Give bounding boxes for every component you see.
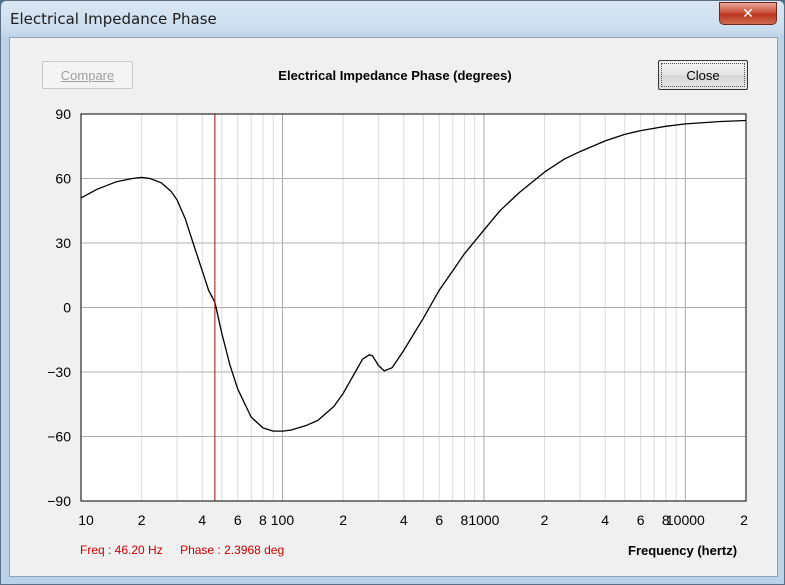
- x-tick-label: 100: [271, 512, 295, 528]
- x-tick-label: 6: [435, 512, 443, 528]
- y-tick-label: 60: [55, 171, 71, 187]
- y-tick-label: 0: [63, 300, 71, 316]
- frequency-readout: Freq : 46.20 Hz: [80, 543, 163, 557]
- y-tick-label: 90: [55, 106, 71, 122]
- close-button[interactable]: Close: [658, 60, 748, 90]
- window-title: Electrical Impedance Phase: [10, 10, 217, 28]
- x-tick-label: 10000: [666, 512, 705, 528]
- x-tick-label: 2: [740, 512, 748, 528]
- x-tick-label: 8: [259, 512, 267, 528]
- x-tick-label: 2: [541, 512, 549, 528]
- y-tick-label: 30: [55, 235, 71, 251]
- close-button-label: Close: [686, 67, 720, 83]
- phase-curve: [80, 119, 747, 432]
- phase-readout: Phase : 2.3968 deg: [180, 543, 285, 557]
- compare-button[interactable]: Compare: [42, 61, 133, 89]
- title-bar[interactable]: Electrical Impedance Phase ✕: [1, 1, 784, 37]
- x-tick-label: 4: [601, 512, 609, 528]
- x-tick-label: 6: [234, 512, 242, 528]
- x-tick-label: 8: [460, 512, 468, 528]
- plot-border: [80, 113, 747, 502]
- y-tick-label: −60: [47, 429, 71, 445]
- x-tick-label: 8: [662, 512, 670, 528]
- x-tick-label: 2: [339, 512, 347, 528]
- dialog-client-area: Compare Electrical Impedance Phase (degr…: [9, 37, 778, 577]
- window-close-button[interactable]: ✕: [719, 2, 777, 25]
- x-tick-label: 4: [198, 512, 206, 528]
- x-tick-label: 10: [78, 512, 94, 528]
- x-tick-label: 4: [400, 512, 408, 528]
- y-tick-label: −90: [47, 493, 71, 509]
- x-tick-label: 6: [637, 512, 645, 528]
- x-tick-label: 2: [138, 512, 146, 528]
- x-tick-label: 1000: [468, 512, 499, 528]
- focus-rect: [661, 63, 745, 87]
- cursor-readout: Freq : 46.20 Hz Phase : 2.3968 deg: [80, 543, 298, 557]
- x-axis-label: Frequency (hertz): [628, 543, 738, 558]
- chart-title: Electrical Impedance Phase (degrees): [278, 68, 512, 83]
- y-tick-label: −30: [47, 364, 71, 380]
